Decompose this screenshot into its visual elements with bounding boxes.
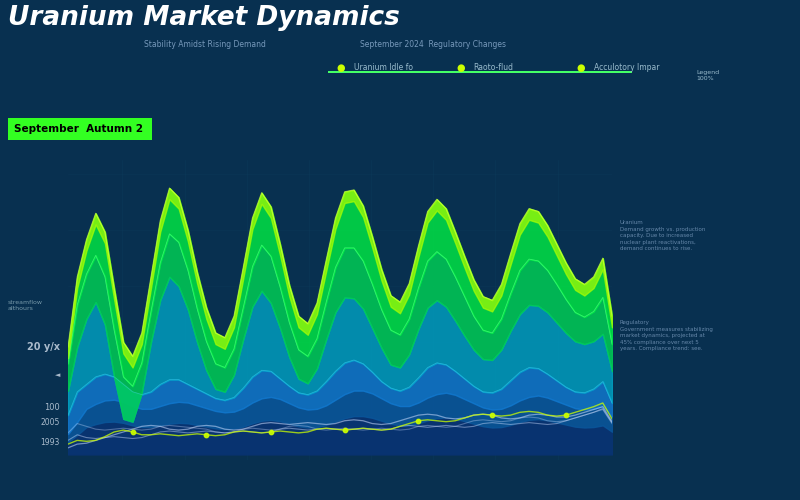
Text: Uranium Idle fo: Uranium Idle fo	[354, 63, 413, 72]
Text: ●: ●	[336, 62, 345, 72]
Point	[338, 426, 351, 434]
Text: Legend
100%: Legend 100%	[696, 70, 719, 81]
Text: Regulatory
Government measures stabilizing
market dynamics, projected at
45% com: Regulatory Government measures stabilizi…	[620, 320, 713, 352]
Text: 100: 100	[44, 403, 60, 412]
Point	[265, 428, 278, 436]
Point	[412, 416, 425, 424]
Text: ●: ●	[576, 62, 585, 72]
Text: ●: ●	[456, 62, 465, 72]
Text: September 2024  Regulatory Changes: September 2024 Regulatory Changes	[360, 40, 506, 49]
Point	[126, 428, 139, 436]
Text: 2005: 2005	[41, 418, 60, 427]
Text: 20 y/x: 20 y/x	[27, 342, 60, 352]
Text: streamflow
althours: streamflow althours	[8, 300, 43, 311]
Text: Uranium
Demand growth vs. production
capacity. Due to increased
nuclear plant re: Uranium Demand growth vs. production cap…	[620, 220, 706, 252]
Text: September  Autumn 2: September Autumn 2	[14, 124, 142, 134]
Point	[486, 411, 498, 419]
Text: 1993: 1993	[41, 438, 60, 447]
Text: Uranium Market Dynamics: Uranium Market Dynamics	[8, 5, 400, 31]
Text: Stability Amidst Rising Demand: Stability Amidst Rising Demand	[144, 40, 266, 49]
Point	[200, 431, 213, 439]
Text: ◄: ◄	[54, 372, 60, 378]
Text: Acculotory Impar: Acculotory Impar	[594, 63, 659, 72]
Text: Raoto-flud: Raoto-flud	[474, 63, 514, 72]
Point	[559, 411, 572, 419]
